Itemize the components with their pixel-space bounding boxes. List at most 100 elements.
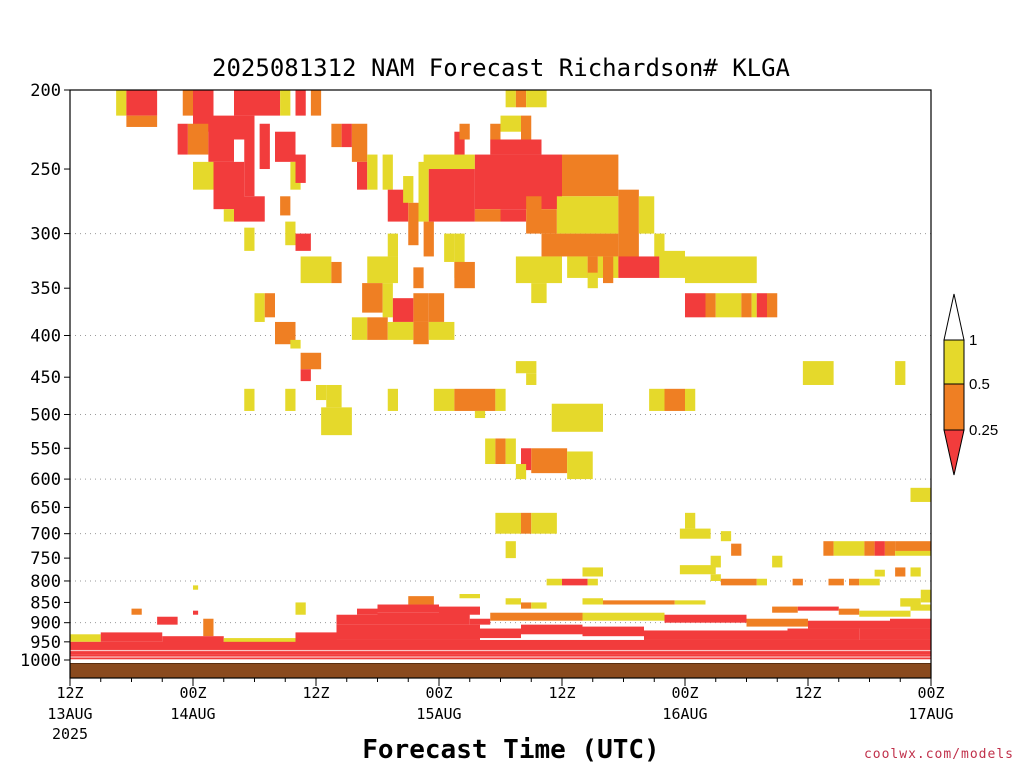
x-tick-label-date: 13AUG [47,705,92,723]
x-tick-label-date: 16AUG [662,705,707,723]
ri-cell [541,209,557,234]
ri-cell [285,221,296,246]
ri-cell [895,541,931,551]
ri-cell [859,610,911,617]
ri-cell [710,574,721,581]
ri-cell [433,388,455,411]
ri-cell [495,438,506,465]
ri-cell [423,221,434,257]
x-tick-label-date: 17AUG [908,705,953,723]
ri-cell [838,608,860,615]
y-tick-label: 950 [30,633,61,653]
ri-cell [618,256,660,278]
ri-cell [674,600,706,605]
colorbar-bin-orange [943,383,965,431]
ri-cell [336,624,480,640]
ri-cell [720,531,732,542]
ri-cell [859,628,931,640]
ri-cell [157,616,178,625]
ri-cell [567,256,588,278]
ri-cell [480,628,521,639]
x-axis-label: Forecast Time (UTC) [362,735,659,765]
ri-cell [454,261,475,289]
ri-cell [454,233,465,278]
ri-cell [603,256,614,284]
ri-cell [521,115,532,140]
ri-cell [603,600,675,605]
chart-title: 2025081312 NAM Forecast Richardson# KLGA [212,54,791,82]
ri-cell [505,541,516,559]
ri-cell [895,567,906,577]
ri-cell [890,618,931,629]
ri-cell [234,115,255,140]
x-tick-label-hour: 00Z [179,684,206,702]
ri-cell [587,578,598,586]
ri-cell [567,451,593,480]
ri-cell [70,634,101,642]
ri-cell [259,123,270,170]
ri-cell [526,196,542,234]
y-tick-label: 400 [30,326,61,346]
x-tick-label-year: 2025 [52,725,88,743]
ri-cell [531,448,568,474]
y-tick-label: 600 [30,470,61,490]
ri-cell [290,339,301,349]
ri-cell [582,626,644,637]
colorbar-legend: 1 0.5 0.25 [943,293,998,476]
ri-cell [280,196,291,216]
ri-cell [413,267,424,289]
y-tick-label: 900 [30,614,61,634]
ri-cell [177,123,188,155]
ri-cell [828,578,844,586]
x-tick-label-hour: 12Z [548,684,575,702]
ri-cell [341,123,352,148]
colorbar-bottom-arrow [943,429,965,476]
x-tick-label-hour: 00Z [425,684,452,702]
y-tick-label: 700 [30,525,61,545]
credit-link[interactable]: coolwx.com/models [863,747,1014,762]
ri-cell [126,90,158,116]
ri-cell [587,272,598,289]
ri-cell [546,578,562,586]
ri-streak [70,656,931,658]
ri-cell [193,585,199,590]
ri-cell [234,196,265,222]
ri-cell [910,604,931,611]
y-tick-label: 200 [30,81,61,101]
ri-cell [295,602,306,615]
y-tick-label: 250 [30,160,61,180]
ri-cell [521,602,532,609]
ri-cell [679,528,711,539]
heatmap-cells [70,90,931,660]
ri-cell [741,293,752,318]
x-tick-label-hour: 00Z [671,684,698,702]
ri-cell [413,293,429,322]
ri-cell [526,373,537,385]
ri-cell [521,448,532,471]
ri-cell [515,464,527,480]
ri-cell [833,541,865,556]
ri-cell [859,578,880,586]
y-tick-label: 450 [30,368,61,388]
ri-cell [895,550,931,556]
ri-cell [351,317,368,340]
ri-cell [203,618,214,637]
ri-cell [423,154,475,170]
ri-cell [208,115,234,162]
ri-cell [884,541,896,556]
ri-cell [351,123,368,162]
ri-cell [126,115,158,127]
ri-cell [787,628,860,640]
ri-cell [685,639,931,655]
ri-cell [541,639,685,655]
y-tick-label: 300 [30,225,61,245]
ri-cell [705,630,788,640]
ri-cell [495,388,506,411]
ri-cell [874,541,885,556]
ri-cell [515,90,527,108]
ri-cell [254,293,265,322]
ri-cell [500,115,521,132]
ri-cell [474,154,562,210]
ri-cell [797,606,839,611]
